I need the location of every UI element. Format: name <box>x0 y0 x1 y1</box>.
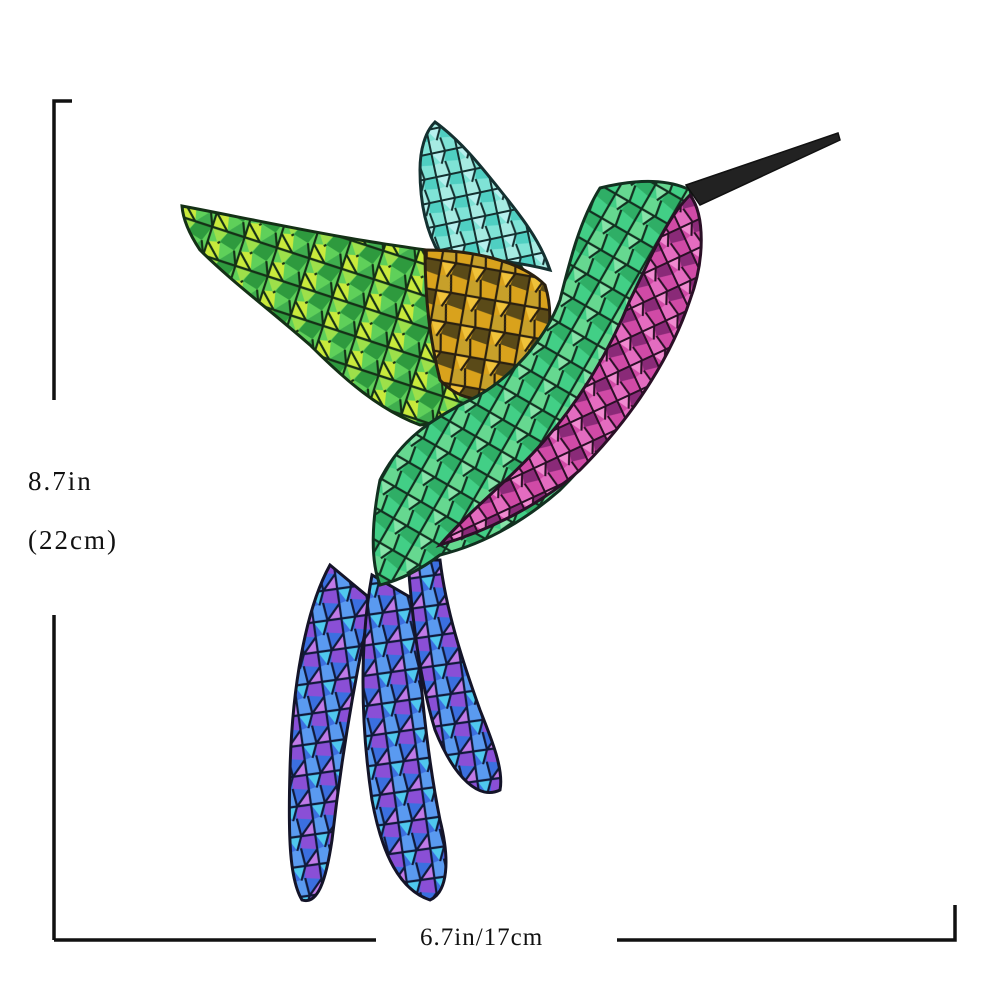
throat-belly <box>435 192 703 548</box>
height-inches-label: 8.7in <box>28 466 93 496</box>
width-dimension-line <box>54 905 957 942</box>
beak <box>684 132 841 206</box>
height-dimension-bracket <box>52 99 72 940</box>
upper-wing <box>418 120 553 273</box>
tail-feathers <box>287 558 503 903</box>
height-cm-label: (22cm) <box>28 525 118 555</box>
width-label: 6.7in/17cm <box>420 924 544 951</box>
